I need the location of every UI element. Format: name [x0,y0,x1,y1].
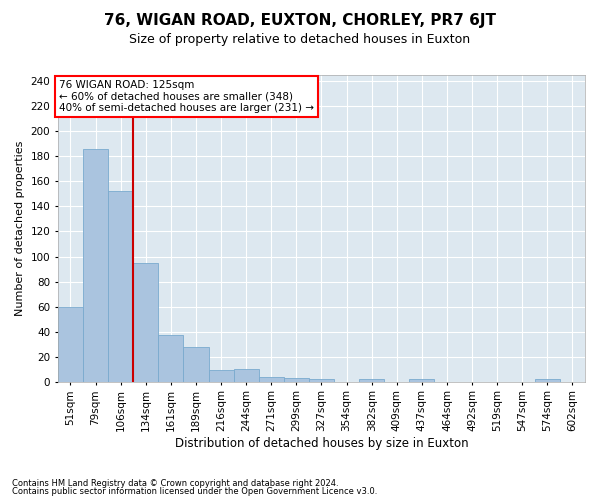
Bar [83,149,108,382]
Bar [233,369,259,382]
Bar [409,379,434,382]
Text: Size of property relative to detached houses in Euxton: Size of property relative to detached ho… [130,32,470,46]
Bar [309,379,334,382]
Bar [359,379,384,382]
Bar [535,379,560,382]
Text: 76 WIGAN ROAD: 125sqm
← 60% of detached houses are smaller (348)
40% of semi-det: 76 WIGAN ROAD: 125sqm ← 60% of detached … [59,80,314,113]
Bar [209,370,233,382]
Y-axis label: Number of detached properties: Number of detached properties [15,140,25,316]
Text: Contains public sector information licensed under the Open Government Licence v3: Contains public sector information licen… [12,488,377,496]
Bar [58,306,83,382]
X-axis label: Distribution of detached houses by size in Euxton: Distribution of detached houses by size … [175,437,468,450]
Text: 76, WIGAN ROAD, EUXTON, CHORLEY, PR7 6JT: 76, WIGAN ROAD, EUXTON, CHORLEY, PR7 6JT [104,12,496,28]
Bar [158,336,184,382]
Bar [108,192,133,382]
Text: Contains HM Land Registry data © Crown copyright and database right 2024.: Contains HM Land Registry data © Crown c… [12,478,338,488]
Bar [259,376,284,382]
Bar [284,378,309,382]
Bar [133,263,158,382]
Bar [184,346,209,382]
